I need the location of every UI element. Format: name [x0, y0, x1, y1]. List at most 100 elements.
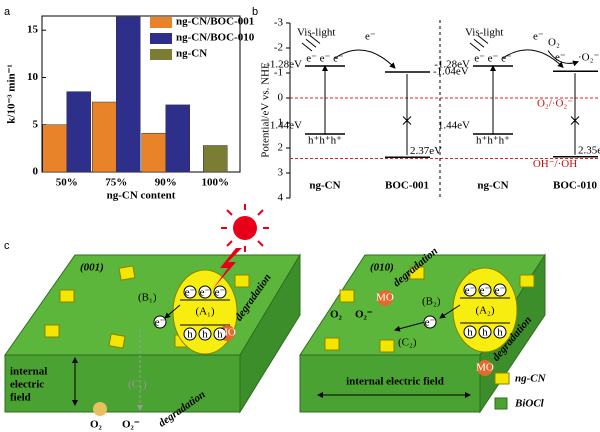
label: (C₂) [398, 337, 417, 349]
label: MO [376, 292, 394, 304]
carrier-label: e⁻ [155, 317, 166, 329]
y-tick-label: 10 [27, 71, 39, 83]
legend-swatch [150, 49, 172, 60]
carrier [478, 283, 492, 297]
label: ng-CN [515, 373, 547, 385]
label: O₂⁻ [355, 309, 373, 321]
carrier-label: h [217, 329, 223, 341]
y-tick-label: 4 [278, 192, 284, 204]
label: 1.44eV [438, 120, 470, 132]
label: MO [218, 327, 236, 339]
label: internal [10, 366, 47, 378]
carrier [493, 283, 507, 297]
carrier-label: h [187, 329, 193, 341]
carrier [463, 283, 477, 297]
carrier [183, 285, 197, 299]
label: h⁺h⁺h⁺ [308, 135, 342, 147]
bar [116, 16, 141, 173]
legend-swatch [150, 33, 172, 44]
y-tick-label: 0 [278, 92, 284, 104]
bar [165, 104, 190, 173]
panel-label: c [4, 240, 10, 252]
legend-label: ng-CN/BOC-010 [176, 32, 255, 44]
y-tick-label: 1 [278, 117, 284, 129]
label: O₂ [548, 37, 560, 49]
label: e⁻ [555, 52, 566, 64]
x-tick-label: 90% [155, 177, 177, 189]
panel-label: b [252, 6, 258, 18]
y-tick-label: -2 [274, 42, 283, 54]
bar [203, 145, 228, 173]
carrier [213, 285, 227, 299]
carrier-label: e⁻ [495, 285, 506, 297]
label: e⁻ e⁻ e⁻ [474, 53, 512, 65]
carrier-label: e⁻ [185, 287, 196, 299]
carrier [198, 285, 212, 299]
y-axis-label: k/10⁻³ min⁻¹ [6, 64, 18, 123]
label: field [10, 392, 31, 404]
light [301, 35, 321, 52]
carrier [153, 315, 167, 329]
label: -1.04eV [433, 66, 469, 78]
carrier [183, 327, 197, 341]
label: BOC-001 [385, 180, 429, 192]
carrier-label: h [482, 327, 488, 339]
carrier [198, 327, 212, 341]
carrier-label: h [467, 327, 473, 339]
carrier-label: e⁻ [425, 317, 436, 329]
bar [92, 101, 117, 173]
label: electric [10, 379, 44, 391]
y-tick-label: 5 [33, 118, 39, 130]
label: 1.44eV [270, 120, 302, 132]
carrier [493, 325, 507, 339]
label: -1.28eV [266, 59, 302, 71]
carrier-label: e⁻ [215, 287, 226, 299]
legend-label: ng-CN/BOC-001 [176, 16, 254, 28]
label: ng-CN [477, 180, 508, 192]
label: internal electric field [346, 376, 444, 388]
bar [42, 124, 67, 173]
carrier-label: h [497, 327, 503, 339]
x-tick-label: 50% [56, 177, 78, 189]
cross [570, 116, 580, 125]
label: ·O₂⁻ [578, 52, 599, 64]
label: (A₁) [195, 306, 214, 318]
label: (A₂) [475, 305, 494, 317]
sun [212, 204, 269, 290]
carrier [423, 315, 437, 329]
x-axis-label: ng-CN content [107, 190, 176, 202]
carrier-label: e⁻ [200, 287, 211, 299]
label: e⁻ e⁻ e⁻ [306, 53, 344, 65]
bar [141, 132, 166, 173]
label: e⁻ [365, 30, 376, 42]
x-tick-label: 100% [202, 177, 230, 189]
x-tick-label: 75% [105, 177, 127, 189]
carrier-label: h [202, 329, 208, 341]
label: 2.37eV [410, 145, 442, 157]
label: O₂ [330, 309, 343, 321]
bands [72, 297, 510, 411]
legend-c [494, 372, 510, 410]
e-transfer [334, 49, 396, 69]
label: O₂⁻ [122, 419, 140, 431]
panel-label: a [4, 6, 11, 18]
carrier [463, 325, 477, 339]
label: MO [476, 362, 494, 374]
label: (001) [80, 262, 104, 274]
y-tick-label: -3 [274, 17, 284, 29]
carrier-label: e⁻ [480, 285, 491, 297]
label: BiOCl [514, 398, 545, 410]
carrier [213, 327, 227, 341]
label: -1.28eV [434, 59, 470, 71]
label: Vis-light [465, 27, 503, 39]
plot-frame [41, 15, 241, 173]
redox-label: O₂/·O₂⁻ [537, 98, 573, 110]
y-tick-label: 0 [33, 166, 39, 178]
label: BOC-010 [553, 180, 598, 192]
bar [66, 91, 91, 173]
label: h⁺h⁺h⁺ [476, 135, 510, 147]
label: (010) [370, 262, 394, 274]
y-tick-label: 3 [278, 167, 284, 179]
label: ng-CN [309, 180, 340, 192]
